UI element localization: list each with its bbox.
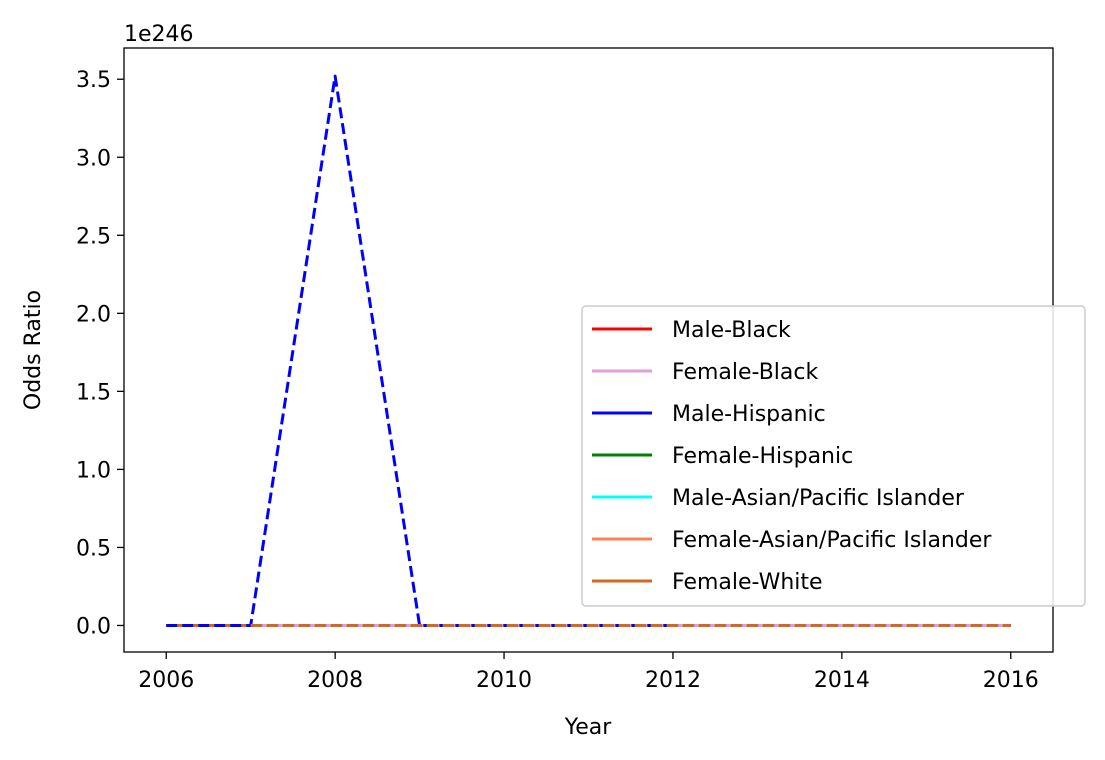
y-axis-label: Odds Ratio [21, 290, 46, 410]
y-tick-label: 3.0 [76, 146, 111, 171]
legend-label: Female-Hispanic [672, 444, 853, 469]
y-tick-label: 0.5 [76, 536, 111, 561]
x-tick-label: 2008 [307, 668, 363, 693]
legend-label: Female-White [672, 570, 823, 595]
legend-item: Female-White [592, 570, 823, 595]
legend-item: Female-Hispanic [592, 444, 853, 469]
legend-item: Female-Asian/Pacific Islander [592, 528, 992, 553]
y-tick-label: 2.5 [76, 224, 111, 249]
legend-box [581, 305, 1086, 607]
y-tick-label: 1.5 [76, 380, 111, 405]
legend-label: Male-Hispanic [672, 402, 826, 427]
y-tick-label: 2.0 [76, 302, 111, 327]
x-tick-label: 2006 [138, 668, 194, 693]
legend-item: Male-Asian/Pacific Islander [592, 486, 965, 511]
x-tick-label: 2012 [645, 668, 701, 693]
legend-label: Female-Black [672, 360, 818, 385]
y-tick-label: 1.0 [76, 458, 111, 483]
y-tick-label: 0.0 [76, 614, 111, 639]
legend-label: Male-Black [672, 318, 791, 343]
legend-label: Female-Asian/Pacific Islander [672, 528, 992, 553]
y-axis-ticks: 0.0 0.5 1.0 1.5 2.0 2.5 3.0 3.5 [76, 68, 124, 639]
x-axis-ticks: 2006 2008 2010 2012 2014 2016 [138, 652, 1039, 693]
legend-item: Female-Black [592, 360, 818, 385]
x-tick-label: 2016 [983, 668, 1039, 693]
y-tick-label: 3.5 [76, 68, 111, 93]
series-lines [166, 74, 1011, 627]
x-tick-label: 2010 [476, 668, 532, 693]
x-tick-label: 2014 [814, 668, 870, 693]
legend-item: Male-Black [592, 318, 791, 343]
y-offset-label: 1e246 [124, 22, 194, 47]
legend-label: Male-Asian/Pacific Islander [672, 486, 965, 511]
legend-item: Male-Hispanic [592, 402, 826, 427]
legend: Male-Black Female-Black Male-Hispanic Femal… [581, 305, 1086, 607]
x-axis-label: Year [564, 715, 613, 740]
